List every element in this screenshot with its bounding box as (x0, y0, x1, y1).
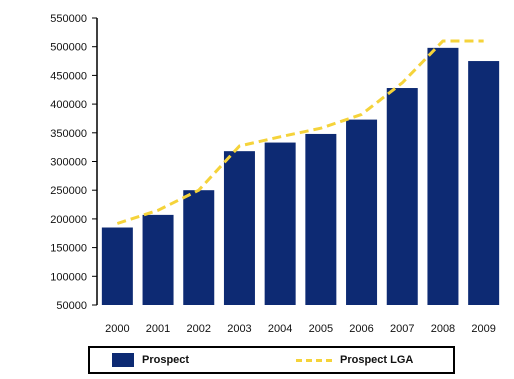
bar-prospect-2005 (305, 133, 337, 305)
legend-item-prospect: Prospect (112, 348, 189, 372)
x-tick-label: 2006 (349, 323, 373, 335)
y-tick-label: 50000 (56, 300, 87, 312)
x-tick-label: 2001 (146, 323, 170, 335)
y-tick-label: 300000 (50, 157, 87, 169)
bar-prospect-2004 (264, 142, 296, 305)
x-tick-label: 2005 (309, 323, 333, 335)
y-tick-label: 200000 (50, 214, 87, 226)
prospect-bars (101, 47, 500, 306)
legend-label-prospect: Prospect (142, 354, 190, 366)
prospect-lga-line (116, 39, 484, 225)
bar-prospect-2007 (386, 88, 418, 305)
bar-prospect-2006 (346, 119, 378, 306)
x-tick-label: 2009 (471, 323, 495, 335)
legend: Prospect Prospect LGA (88, 346, 455, 374)
x-tick-label: 2002 (187, 323, 211, 335)
x-tick-label: 2000 (105, 323, 129, 335)
x-tick-label: 2004 (268, 323, 292, 335)
y-tick-label: 550000 (50, 13, 87, 25)
y-tick-label: 350000 (50, 128, 87, 140)
x-tick-label: 2007 (390, 323, 414, 335)
y-tick-label: 250000 (50, 185, 87, 197)
y-tick-label: 500000 (50, 42, 87, 54)
bar-prospect-2008 (427, 47, 459, 306)
x-axis-ticks: 2000 2001 2002 2003 2004 2005 2006 2007 2008 2009 (105, 323, 496, 335)
y-tick-label: 400000 (50, 99, 87, 111)
x-tick-label: 2008 (431, 323, 455, 335)
x-tick-label: 2003 (227, 323, 251, 335)
legend-item-prospect-lga: Prospect LGA (296, 348, 413, 372)
y-tick-label: 450000 (50, 70, 87, 82)
bar-prospect-2001 (142, 214, 174, 305)
y-tick-label: 100000 (50, 271, 87, 283)
legend-label-prospect-lga: Prospect LGA (340, 354, 414, 366)
bar-prospect-2000 (101, 227, 133, 305)
bar-prospect-2009 (468, 61, 500, 305)
y-tick-label: 150000 (50, 243, 87, 255)
bar-prospect-2003 (223, 151, 255, 305)
line-prospect-lga (116, 39, 484, 225)
bar-prospect-2002 (183, 190, 215, 305)
legend-swatch-prospect (112, 353, 134, 367)
legend-swatch-prospect-lga (296, 358, 332, 362)
y-axis-ticks: 550000 500000 450000 400000 350000 300000 2500… (50, 13, 97, 312)
